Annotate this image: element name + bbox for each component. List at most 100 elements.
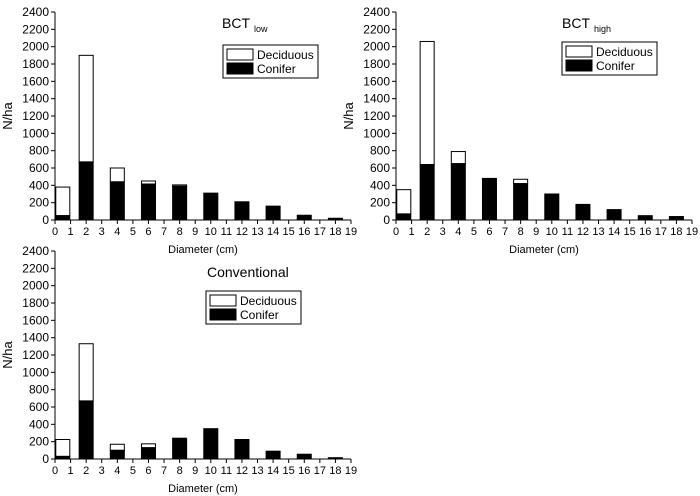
y-tick-label: 2200 [22,261,49,275]
x-tick-label: 13 [251,226,263,238]
x-tick-label: 4 [114,226,120,238]
y-tick-label: 2000 [22,40,49,54]
x-tick-label: 19 [686,226,698,238]
bar-conifer [109,181,125,221]
bar-deciduous [513,178,529,185]
y-tick-label: 1600 [363,74,390,88]
x-tick-label: 1 [68,226,74,238]
bar-conifer [140,447,156,460]
y-tick-label: 800 [29,144,49,158]
panel-title: BCT high [562,15,611,34]
legend-swatch-conifer [209,308,237,321]
legend-label-deciduous: Deciduous [240,294,297,308]
x-tick-label: 17 [314,465,326,477]
bar-deciduous [78,343,94,402]
x-tick-label: 8 [177,465,183,477]
chart-panel-3: 0 200 400 600 800 1000 1200 1400 1600 1800 2000 220… [0,244,357,495]
y-tick-label: 1400 [363,92,390,106]
y-tick-label: 1400 [22,92,49,106]
x-tick-label: 18 [329,465,341,477]
bar-conifer [172,185,188,221]
x-tick-label: 5 [471,226,477,238]
bar-conifer [481,178,497,221]
x-tick-label: 17 [314,226,326,238]
bar-deciduous [419,40,435,166]
bar-deciduous [55,439,71,457]
y-tick-label: 2400 [363,5,390,19]
y-tick-label: 2400 [22,5,49,19]
x-tick-label: 7 [161,226,167,238]
y-tick-label: 1000 [22,126,49,140]
bar-conifer [234,439,250,460]
x-tick-label: 5 [130,465,136,477]
x-tick-label: 10 [205,226,217,238]
y-tick-label: 1000 [22,365,49,379]
bar-conifer [55,215,71,221]
legend-swatch-conifer [226,62,254,75]
y-tick-label: 2200 [363,22,390,36]
panel-title-subscript: low [254,24,268,34]
legend-label-deciduous: Deciduous [596,45,653,59]
panel-title-subscript: high [594,24,611,34]
bar-conifer [203,428,219,460]
x-tick-label: 14 [267,465,279,477]
x-tick-label: 18 [670,226,682,238]
x-tick-label: 0 [393,226,399,238]
bar-conifer [396,213,412,221]
y-tick-label: 600 [29,400,49,414]
panel-title-main: Conventional [207,264,289,280]
bar-deciduous [396,189,412,215]
y-tick-label: 200 [370,196,390,210]
x-tick-label: 19 [345,465,357,477]
y-tick-label: 1800 [22,296,49,310]
x-tick-label: 9 [533,226,539,238]
y-tick-label: 400 [370,178,390,192]
x-axis-label: Diameter (cm) [168,483,238,495]
y-tick-label: 0 [42,452,49,466]
y-tick-label: 2000 [22,279,49,293]
x-tick-label: 12 [577,226,589,238]
y-tick-label: 200 [29,435,49,449]
chart-panel-2: 0 200 400 600 800 1000 1200 1400 1600 1800 2000 220… [341,5,698,256]
y-axis-label: N/ha [0,102,15,130]
x-tick-label: 10 [205,465,217,477]
x-tick-label: 9 [192,226,198,238]
y-tick-label: 400 [29,178,49,192]
x-tick-label: 14 [608,226,620,238]
bar-deciduous [55,186,71,217]
y-tick-label: 0 [42,213,49,227]
panel-title-main: BCT [222,15,250,31]
bar-conifer [140,183,156,221]
panel-title: BCT low [222,15,268,34]
y-tick-label: 1600 [22,74,49,88]
bar-conifer [450,163,466,221]
x-tick-label: 6 [486,226,492,238]
x-tick-label: 1 [409,226,415,238]
bar-conifer [172,437,188,460]
y-tick-label: 1000 [363,126,390,140]
panel-title-main: BCT [562,15,590,31]
x-tick-label: 3 [440,226,446,238]
y-tick-label: 1400 [22,331,49,345]
x-tick-label: 15 [283,226,295,238]
bar-conifer [78,400,94,460]
bar-conifer [265,205,281,221]
x-tick-label: 12 [236,465,248,477]
panel-title: Conventional [207,264,289,280]
bar-deciduous [109,167,125,183]
x-tick-label: 2 [424,226,430,238]
x-tick-label: 1 [68,465,74,477]
y-axis-label: N/ha [0,341,15,369]
x-tick-label: 16 [639,226,651,238]
y-tick-label: 1600 [22,313,49,327]
x-tick-label: 14 [267,226,279,238]
y-axis-label: N/ha [341,102,356,130]
bar-deciduous [450,151,466,165]
x-tick-label: 11 [562,226,573,238]
legend-label-conifer: Conifer [596,59,635,73]
legend-swatch-deciduous [565,45,593,58]
chart-panel-1: 0 200 400 600 800 1000 1200 1400 1600 1800 2000 220… [0,5,357,256]
y-tick-label: 800 [370,144,390,158]
